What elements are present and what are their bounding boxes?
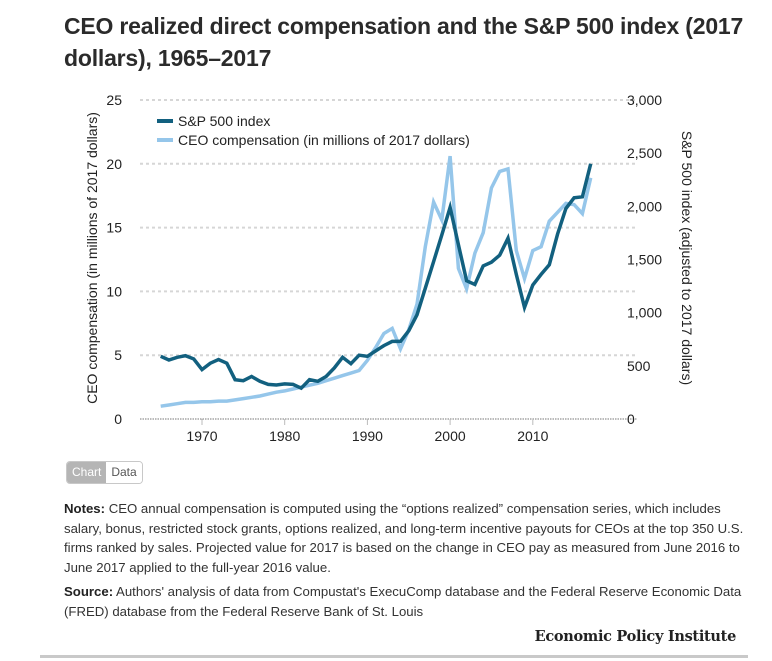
tab-chart[interactable]: Chart xyxy=(67,462,107,483)
right-y-tick-label: 2,500 xyxy=(627,145,662,161)
source-label: Source: xyxy=(64,584,114,599)
legend-label-ceo: CEO compensation (in millions of 2017 do… xyxy=(178,132,470,148)
left-y-tick-label: 5 xyxy=(114,347,122,363)
right-y-axis-label: S&P 500 index (adjusted to 2017 dollars) xyxy=(679,131,695,385)
left-y-axis-label: CEO compensation (in millions of 2017 do… xyxy=(84,112,100,404)
tab-data[interactable]: Data xyxy=(106,462,142,483)
left-y-axis: 0 5 10 15 20 25 xyxy=(106,92,122,427)
notes-label: Notes: xyxy=(64,501,106,516)
left-y-tick-label: 25 xyxy=(106,92,122,108)
legend: S&P 500 index CEO compensation (in milli… xyxy=(157,113,470,148)
right-y-tick-label: 1,000 xyxy=(627,305,662,321)
x-tick-label: 2000 xyxy=(435,428,466,444)
left-y-tick-label: 10 xyxy=(106,283,122,299)
right-y-tick-label: 500 xyxy=(627,358,651,374)
chart: 0 5 10 15 20 25 0 500 1,000 1,500 2,000 2,500 3,000… xyxy=(84,92,695,444)
right-y-tick-label: 2,000 xyxy=(627,198,662,214)
gridlines xyxy=(140,99,637,420)
source-paragraph: Source: Authors' analysis of data from C… xyxy=(64,582,754,621)
notes-text: CEO annual compensation is computed usin… xyxy=(64,501,744,575)
bottom-divider xyxy=(40,655,748,658)
x-tick-label: 1990 xyxy=(352,428,383,444)
right-y-tick-label: 1,500 xyxy=(627,252,662,268)
publisher-logo: Economic Policy Institute xyxy=(534,628,737,645)
x-tick-label: 1970 xyxy=(186,428,217,444)
legend-label-sp500: S&P 500 index xyxy=(178,113,270,129)
chart-title: CEO realized direct compensation and the… xyxy=(64,13,744,71)
notes-paragraph: Notes: CEO annual compensation is comput… xyxy=(64,499,754,577)
right-y-tick-label: 0 xyxy=(627,411,635,427)
series-line-sp500 xyxy=(159,163,593,391)
right-y-tick-label: 3,000 xyxy=(627,92,662,108)
notes-section: Notes: CEO annual compensation is comput… xyxy=(64,499,754,626)
right-y-axis: 0 500 1,000 1,500 2,000 2,500 3,000 xyxy=(627,92,662,427)
left-y-tick-label: 0 xyxy=(114,411,122,427)
x-tick-label: 2010 xyxy=(517,428,548,444)
left-y-tick-label: 20 xyxy=(106,156,122,172)
series-lines xyxy=(159,155,593,408)
x-tick-label: 1980 xyxy=(269,428,300,444)
x-axis: 1970 1980 1990 2000 2010 xyxy=(186,419,549,444)
view-toggle: Chart Data xyxy=(66,461,143,484)
source-text: Authors' analysis of data from Compustat… xyxy=(64,584,742,619)
series-line-ceo-compensation xyxy=(160,155,593,408)
left-y-tick-label: 15 xyxy=(106,220,122,236)
